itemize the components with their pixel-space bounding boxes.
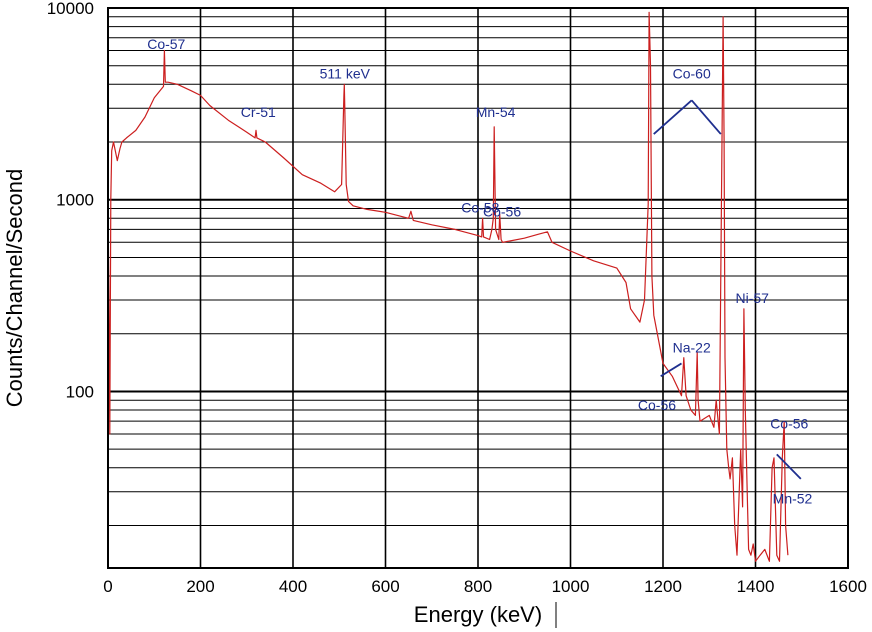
- annotation-pointer: [776, 453, 802, 480]
- peak-label: Ni-57: [736, 290, 770, 306]
- x-tick-label: 1600: [829, 577, 867, 596]
- peak-label: 511 keV: [320, 65, 371, 81]
- x-tick-label: 1000: [552, 577, 590, 596]
- x-tick-label: 200: [186, 577, 214, 596]
- spectrum-line: [107, 11, 789, 562]
- x-tick-label: 800: [464, 577, 492, 596]
- x-tick-label: 400: [279, 577, 307, 596]
- x-tick-labels: 0 200 400 600 800 1000 1200 1400 1600: [103, 577, 867, 596]
- annotation-pointer: [660, 362, 682, 378]
- x-tick-label: 0: [103, 577, 112, 596]
- peak-label: Co-56: [770, 416, 808, 432]
- peak-label: Cr-51: [241, 104, 276, 120]
- peak-label: Co-56: [638, 397, 676, 413]
- y-tick-label: 100: [66, 382, 94, 401]
- peak-label: Co-57: [147, 36, 185, 52]
- y-tick-label: 10000: [47, 0, 94, 18]
- peak-label: Co-56: [483, 203, 521, 219]
- y-tick-labels: 100 1000 10000: [47, 0, 94, 401]
- peak-label: Co-60: [673, 65, 711, 81]
- x-tick-label: 1400: [737, 577, 775, 596]
- annotation-pointer: [653, 99, 693, 135]
- annotation-pointers: [653, 99, 802, 480]
- x-axis-title: Energy (keV): [414, 602, 542, 627]
- plot-frame: [107, 7, 849, 569]
- peak-label: Co-58: [461, 199, 499, 215]
- series-layer: [107, 11, 789, 562]
- peak-label: Mn-54: [476, 104, 516, 120]
- x-tick-label: 600: [371, 577, 399, 596]
- peak-label: Mn-52: [773, 491, 813, 507]
- peak-label: Na-22: [673, 339, 711, 355]
- y-tick-label: 1000: [56, 191, 94, 210]
- x-tick-label: 1200: [644, 577, 682, 596]
- y-axis-title: Counts/Channel/Second: [2, 169, 27, 408]
- annotation-pointer: [690, 99, 722, 135]
